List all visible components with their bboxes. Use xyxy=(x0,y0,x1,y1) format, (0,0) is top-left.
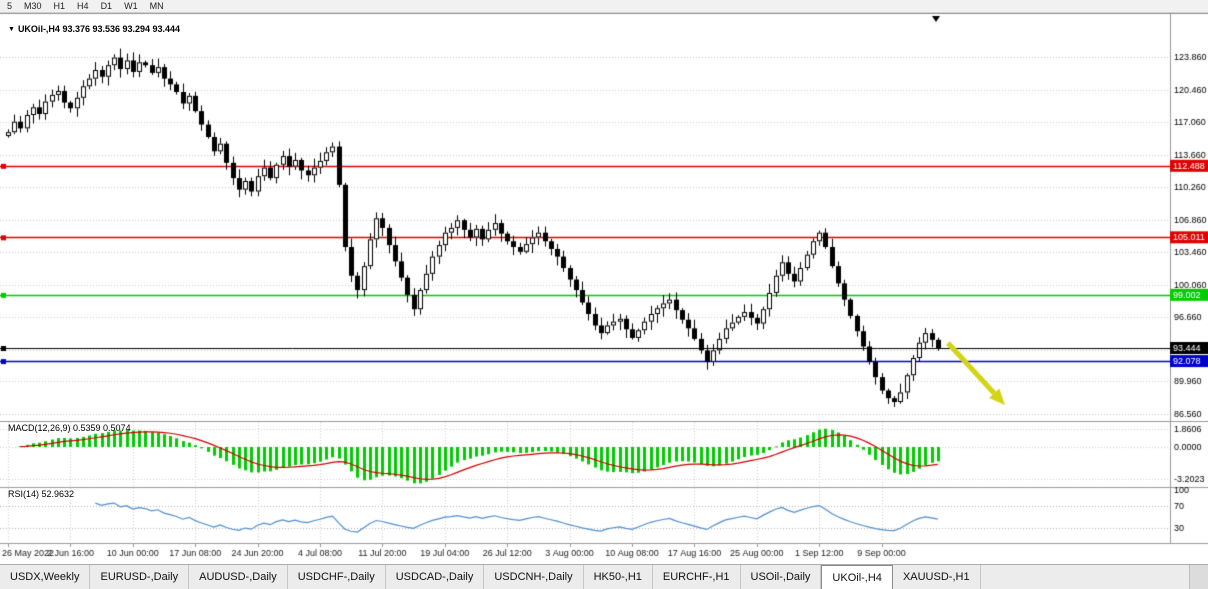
chart-tab-audusd-daily[interactable]: AUDUSD-,Daily xyxy=(189,565,288,589)
chart-tab-usoil-daily[interactable]: USOil-,Daily xyxy=(741,565,822,589)
timeframe-button-d1[interactable]: D1 xyxy=(100,1,113,11)
chart-tab-usdchf-daily[interactable]: USDCHF-,Daily xyxy=(288,565,386,589)
chart-tab-hk50-h1[interactable]: HK50-,H1 xyxy=(584,565,653,589)
chart-tab-xauusd-h1[interactable]: XAUUSD-,H1 xyxy=(893,565,981,589)
timeframe-button-5[interactable]: 5 xyxy=(7,1,13,11)
chart-tab-ukoil-h4[interactable]: UKOil-,H4 xyxy=(821,565,893,589)
chart-tabs-bar: USDX,Weekly EURUSD-,Daily AUDUSD-,Daily USD… xyxy=(0,564,1208,589)
price-chart-canvas[interactable] xyxy=(0,13,1208,564)
chart-tab-usdcnh-daily[interactable]: USDCNH-,Daily xyxy=(484,565,584,589)
timeframe-toolbar: 5 M30 H1 H4 D1 W1 MN xyxy=(0,0,1208,13)
timeframe-button-h4[interactable]: H4 xyxy=(77,1,89,11)
chart-tab-eurusd-daily[interactable]: EURUSD-,Daily xyxy=(90,565,190,589)
timeframe-button-h1[interactable]: H1 xyxy=(53,1,66,11)
chart-tab-usdcad-daily[interactable]: USDCAD-,Daily xyxy=(386,565,485,589)
chart-tab-eurchf-h1[interactable]: EURCHF-,H1 xyxy=(653,565,741,589)
timeframe-button-w1[interactable]: W1 xyxy=(124,1,138,11)
timeframe-button-mn[interactable]: MN xyxy=(149,1,164,11)
chart-tab-usdx-weekly[interactable]: USDX,Weekly xyxy=(0,565,91,589)
tab-scroll-corner[interactable] xyxy=(1189,565,1208,589)
timeframe-button-m30[interactable]: M30 xyxy=(24,1,42,11)
